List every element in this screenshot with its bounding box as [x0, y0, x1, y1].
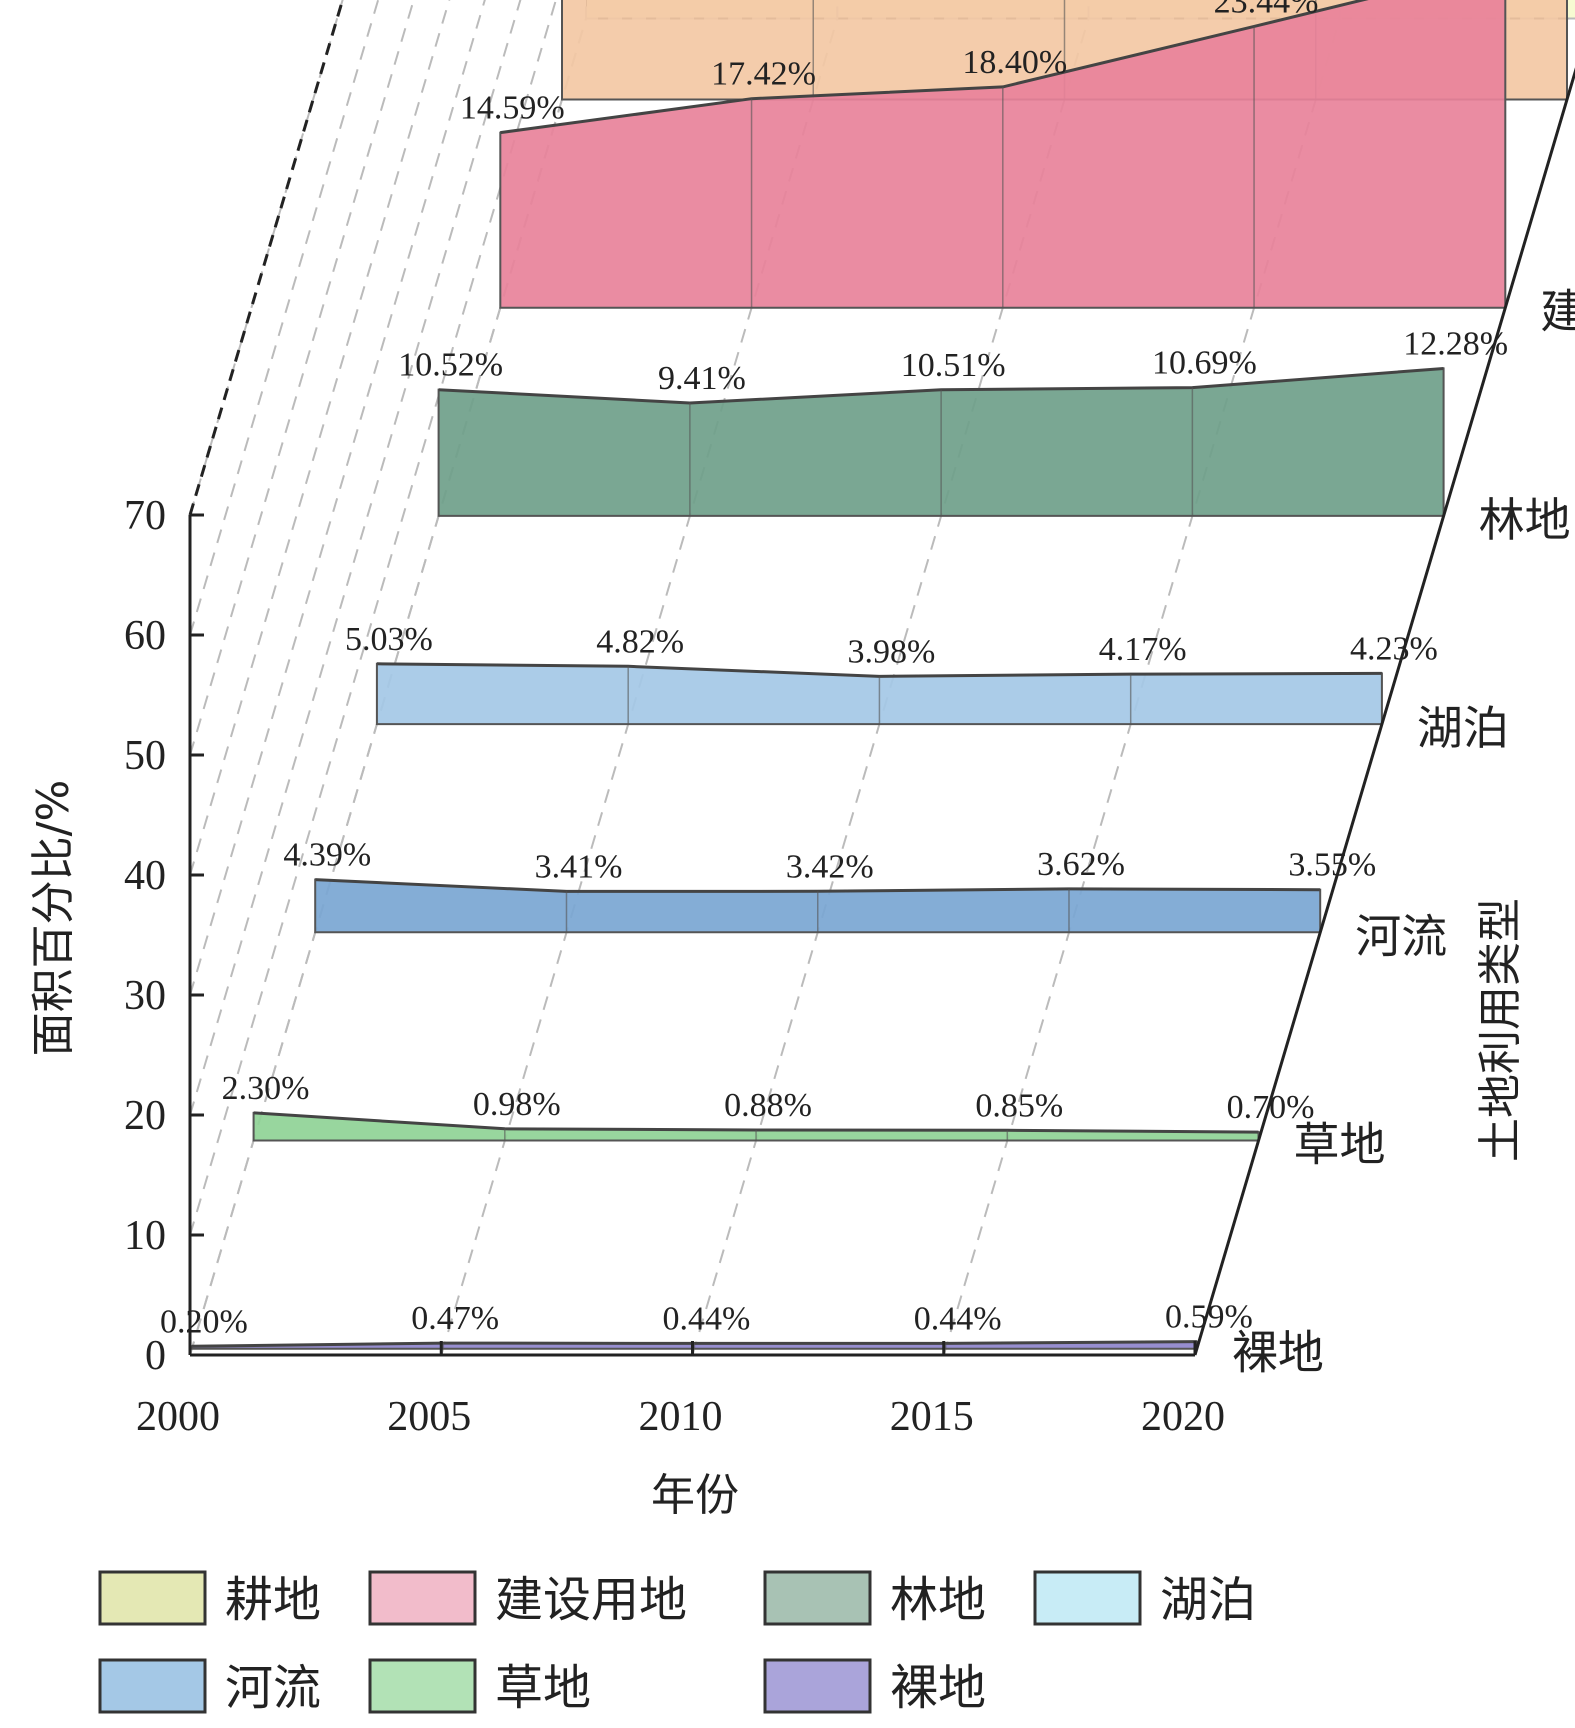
- legend-label: 林地: [890, 1572, 986, 1628]
- y-gridline: [189, 0, 486, 996]
- data-label: 3.55%: [1288, 847, 1376, 884]
- data-label: 0.44%: [914, 1300, 1002, 1337]
- y-tick-label: 10: [124, 1213, 166, 1259]
- line-裸地: [191, 1340, 1197, 1348]
- y-gridline: [189, 0, 557, 1236]
- legend-item-林地: 林地: [763, 1570, 986, 1628]
- legend-item-耕地: 耕地: [98, 1570, 321, 1628]
- data-label: 23.44%: [1214, 0, 1319, 20]
- legend-item-湖泊: 湖泊: [1033, 1570, 1256, 1628]
- data-label: 4.82%: [596, 623, 684, 660]
- data-label: 3.41%: [535, 848, 623, 885]
- data-label: 10.69%: [1152, 345, 1257, 382]
- y-tick-label: 20: [124, 1093, 166, 1139]
- legend-item-裸地: 裸地: [763, 1658, 986, 1716]
- series-河流: 4.39% 3.41% 3.42% 3.62% 3.55%: [283, 837, 1376, 934]
- category-label-湖泊: 湖泊: [1417, 701, 1509, 755]
- data-label: 0.85%: [975, 1087, 1063, 1124]
- y-gridline: [189, 0, 415, 756]
- series-裸地: 0.20% 0.47% 0.44% 0.44% 0.59%: [160, 1299, 1253, 1350]
- category-label-草地: 草地: [1294, 1118, 1386, 1172]
- category-label-裸地: 裸地: [1232, 1326, 1324, 1380]
- legend-item-草地: 草地: [368, 1658, 591, 1716]
- legend-swatch: [368, 1658, 477, 1714]
- z-axis: [1193, 67, 1575, 1356]
- data-label: 0.20%: [160, 1303, 248, 1340]
- category-label-河流: 河流: [1355, 909, 1447, 963]
- legend-label: 建设用地: [495, 1572, 687, 1628]
- y-tick-label: 70: [124, 493, 166, 539]
- y-gridline: [189, 0, 451, 876]
- series-湖泊: 5.03% 4.82% 3.98% 4.17% 4.23%: [345, 621, 1438, 726]
- data-label: 3.42%: [786, 848, 874, 885]
- data-label: 10.51%: [901, 347, 1006, 384]
- legend-label: 湖泊: [1160, 1572, 1256, 1628]
- legend-swatch: [98, 1570, 207, 1626]
- legend-swatch: [763, 1658, 872, 1714]
- legend-label: 裸地: [890, 1660, 986, 1716]
- data-label: 18.40%: [962, 44, 1067, 81]
- line-建设用地: [500, 0, 1369, 135]
- legend-label: 草地: [495, 1660, 591, 1716]
- y-tick-label: 40: [124, 853, 166, 899]
- data-label: 0.44%: [662, 1300, 750, 1337]
- axis-layer: 耕地建设用地林地湖泊河流草地裸地200020052010201520200102…: [124, 67, 1575, 1440]
- y-tick-label: 30: [124, 973, 166, 1019]
- legend-swatch: [368, 1570, 477, 1626]
- legend-item-河流: 河流: [98, 1658, 321, 1716]
- data-label: 17.42%: [711, 56, 816, 93]
- data-label: 0.98%: [473, 1086, 561, 1123]
- y-axis-title: 面积百分比/%: [28, 780, 79, 1057]
- z-axis-title: 土地利用类型: [1475, 898, 1526, 1162]
- x-tick-label: 2020: [1141, 1394, 1225, 1440]
- category-label-林地: 林地: [1479, 493, 1571, 547]
- y-tick-label: 60: [124, 613, 166, 659]
- series-林地: 10.52% 9.41% 10.51% 10.69% 12.28%: [398, 326, 1508, 517]
- y-gridline: [189, 0, 522, 1116]
- data-label: 14.59%: [460, 90, 565, 127]
- y-gridline: [189, 0, 380, 636]
- y-tick-label: 0: [145, 1333, 166, 1379]
- data-label: 12.28%: [1403, 326, 1508, 363]
- data-label: 9.41%: [658, 360, 746, 397]
- data-label: 2.30%: [222, 1070, 310, 1107]
- legend-swatch: [98, 1658, 207, 1714]
- category-label-建设用地: 建设用地: [1540, 285, 1575, 339]
- data-label: 4.23%: [1350, 630, 1438, 667]
- x-tick-label: 2010: [639, 1394, 723, 1440]
- data-label: 5.03%: [345, 621, 433, 658]
- data-label: 0.47%: [411, 1300, 499, 1337]
- legend-swatch: [763, 1570, 872, 1626]
- data-label: 3.62%: [1037, 846, 1125, 883]
- legend-swatch: [1033, 1570, 1142, 1626]
- data-label: 4.17%: [1099, 631, 1187, 668]
- series-草地: 2.30% 0.98% 0.88% 0.85% 0.70%: [222, 1070, 1314, 1142]
- series-layer: 62.97%63.48%62.37%56.78%50.11%14.59%17.4…: [160, 0, 1568, 1350]
- x-tick-label: 2015: [890, 1394, 974, 1440]
- x-tick-label: 2000: [136, 1394, 220, 1440]
- legend-label: 河流: [225, 1660, 321, 1716]
- y-tick-label: 50: [124, 733, 166, 779]
- legend-label: 耕地: [225, 1572, 321, 1628]
- data-label: 4.39%: [283, 837, 371, 874]
- data-label: 3.98%: [848, 633, 936, 670]
- data-label: 10.52%: [398, 347, 503, 384]
- legend-item-建设用地: 建设用地: [368, 1570, 687, 1628]
- x-axis-title: 年份: [651, 1470, 739, 1521]
- x-tick-label: 2005: [387, 1394, 471, 1440]
- data-label: 0.88%: [724, 1087, 812, 1124]
